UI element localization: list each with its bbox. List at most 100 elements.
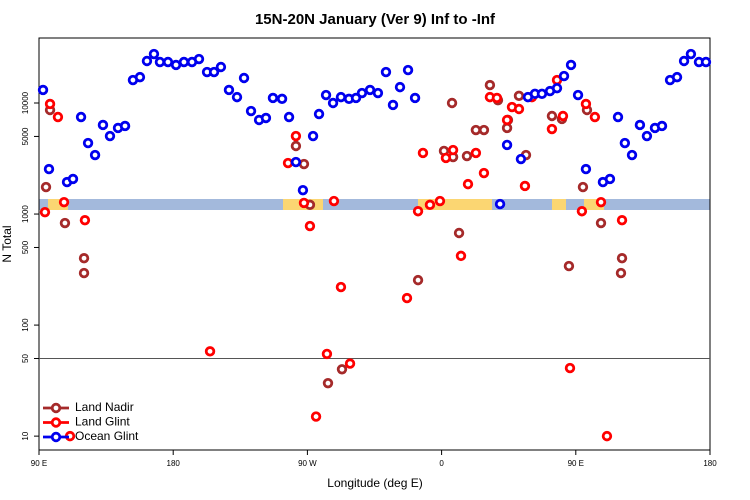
point <box>307 130 319 142</box>
point <box>37 84 49 96</box>
point <box>380 66 392 78</box>
point <box>589 111 601 123</box>
point <box>546 110 558 122</box>
point <box>44 98 56 110</box>
y-tick-label: 100 <box>21 318 30 332</box>
point <box>601 430 613 442</box>
point <box>372 87 384 99</box>
point <box>470 124 482 136</box>
point <box>356 87 368 99</box>
point <box>231 91 243 103</box>
point <box>461 150 473 162</box>
point <box>513 103 525 115</box>
point <box>572 89 584 101</box>
y-tick-label: 50 <box>21 354 30 363</box>
point <box>619 137 631 149</box>
legend-label: Land Nadir <box>75 400 134 414</box>
point <box>215 61 227 73</box>
point <box>141 55 153 67</box>
point <box>513 90 525 102</box>
point <box>409 92 421 104</box>
point <box>178 56 190 68</box>
point <box>104 130 116 142</box>
point <box>335 281 347 293</box>
point <box>394 81 406 93</box>
point <box>327 97 339 109</box>
point <box>78 267 90 279</box>
point <box>298 197 310 209</box>
point <box>501 139 513 151</box>
y-tick-label: 5000 <box>21 127 30 145</box>
point <box>148 48 160 60</box>
point <box>276 93 288 105</box>
chart-title: 15N-20N January (Ver 9) Inf to -Inf <box>255 11 496 28</box>
y-tick-label: 500 <box>21 240 30 254</box>
point <box>577 181 589 193</box>
point <box>470 147 482 159</box>
x-tick-label: 90 E <box>31 459 47 468</box>
point <box>154 56 166 68</box>
point <box>238 72 250 84</box>
ocean-band <box>39 199 710 210</box>
point <box>671 71 683 83</box>
point <box>52 111 64 123</box>
point <box>455 250 467 262</box>
point <box>79 215 91 226</box>
point <box>260 112 272 124</box>
point <box>298 158 310 170</box>
point <box>59 217 71 229</box>
plot-frame <box>38 37 711 451</box>
point <box>320 89 332 101</box>
point <box>75 111 87 123</box>
point <box>387 99 399 111</box>
point <box>283 111 295 123</box>
point <box>162 56 174 68</box>
point <box>462 178 474 190</box>
point <box>580 163 592 175</box>
point <box>67 173 79 185</box>
point <box>97 119 109 131</box>
point <box>282 157 294 169</box>
land-band <box>552 199 566 210</box>
point <box>82 137 94 149</box>
point <box>304 220 316 232</box>
point <box>678 55 690 67</box>
point <box>685 48 697 60</box>
y-tick-label: 1000 <box>21 205 30 223</box>
point <box>440 152 452 164</box>
point <box>313 108 325 120</box>
point <box>536 88 548 100</box>
x-tick-label: 0 <box>439 459 444 468</box>
y-tick-label: 10000 <box>21 91 30 114</box>
point <box>580 98 592 110</box>
x-tick-label: 90 E <box>568 459 584 468</box>
point <box>344 358 356 369</box>
point <box>310 411 322 422</box>
point <box>563 260 575 272</box>
point <box>595 196 607 208</box>
land-band <box>584 199 604 210</box>
point <box>336 364 348 375</box>
x-axis-label: Longitude (deg E) <box>327 476 422 490</box>
legend-label: Ocean Glint <box>75 429 139 443</box>
point <box>447 144 459 156</box>
point <box>595 217 607 229</box>
point <box>491 92 503 104</box>
legend-marker <box>50 417 62 428</box>
point <box>223 84 235 96</box>
point <box>604 173 616 185</box>
point <box>39 206 51 218</box>
point <box>134 71 146 83</box>
point <box>267 92 279 104</box>
point <box>515 153 527 165</box>
legend-marker <box>50 402 62 414</box>
point <box>297 184 309 196</box>
point <box>170 59 182 71</box>
point <box>551 82 563 94</box>
point <box>321 348 333 360</box>
point <box>484 79 496 91</box>
point <box>446 97 458 109</box>
point <box>193 53 205 65</box>
point <box>612 111 624 123</box>
point <box>204 346 216 357</box>
